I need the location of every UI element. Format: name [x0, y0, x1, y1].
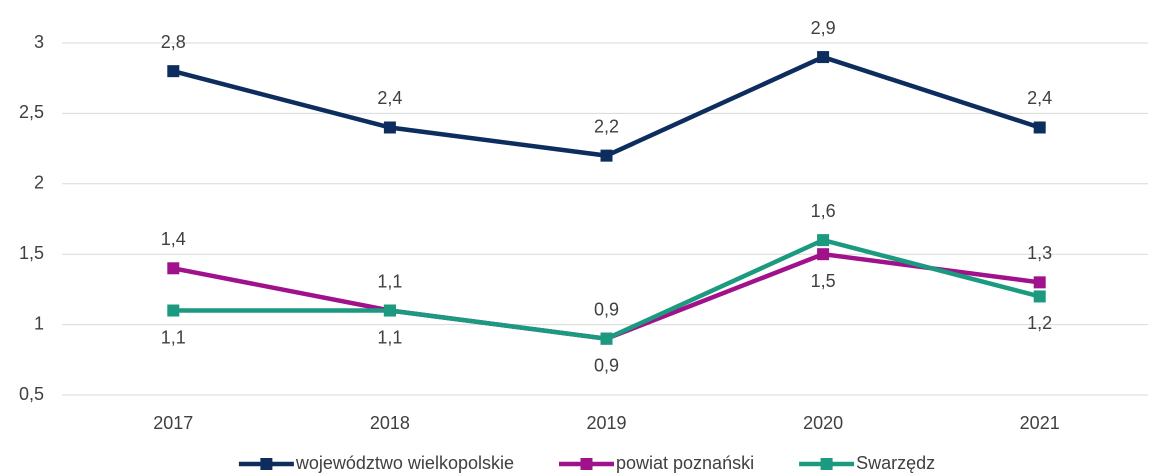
data-label: 1,1	[377, 271, 402, 291]
data-label: 1,5	[811, 271, 836, 291]
x-tick-label: 2020	[803, 413, 843, 433]
data-label: 2,2	[594, 116, 619, 136]
data-label: 2,8	[161, 32, 186, 52]
x-tick-label: 2019	[586, 413, 626, 433]
marker	[817, 234, 830, 247]
y-tick-label: 2	[34, 173, 44, 193]
marker	[600, 149, 613, 162]
data-label: 2,4	[377, 88, 402, 108]
legend-label: powiat poznański	[616, 453, 754, 473]
marker	[167, 262, 180, 275]
legend: województwo wielkopolskie powiat poznańsk…	[238, 453, 935, 473]
data-label: 1,1	[161, 327, 186, 347]
legend-label: województwo wielkopolskie	[295, 453, 514, 473]
data-label: 2,9	[811, 18, 836, 38]
data-label: 1,3	[1027, 243, 1052, 263]
marker	[1033, 121, 1046, 134]
legend-label: Swarzędz	[856, 453, 935, 473]
legend-marker	[820, 458, 833, 470]
x-tick-label: 2021	[1020, 413, 1060, 433]
series-line	[172, 54, 1041, 158]
data-label: 1,1	[377, 327, 402, 347]
data-label: 1,6	[811, 201, 836, 221]
data-label: 1,2	[1027, 313, 1052, 333]
marker	[167, 304, 180, 317]
marker	[1033, 276, 1046, 289]
legend-marker	[580, 458, 593, 470]
series-line	[172, 251, 1040, 341]
data-label: 0,9	[594, 299, 619, 319]
y-tick-label: 1	[34, 313, 44, 333]
marker	[383, 121, 396, 134]
y-tick-label: 0,5	[19, 384, 44, 404]
series-line	[173, 237, 1041, 341]
y-tick-label: 2,5	[19, 102, 44, 122]
marker	[817, 51, 830, 64]
marker	[600, 332, 613, 345]
data-label: 2,4	[1027, 88, 1052, 108]
data-label: 1,4	[161, 229, 186, 249]
data-label: 0,9	[594, 355, 619, 375]
marker	[1033, 290, 1046, 303]
marker	[167, 65, 180, 78]
x-tick-label: 2017	[153, 413, 193, 433]
y-tick-label: 1,5	[19, 243, 44, 263]
x-tick-label: 2018	[370, 413, 410, 433]
y-tick-label: 3	[34, 32, 44, 52]
legend-marker	[260, 458, 273, 470]
marker	[817, 248, 830, 261]
marker	[383, 304, 396, 317]
